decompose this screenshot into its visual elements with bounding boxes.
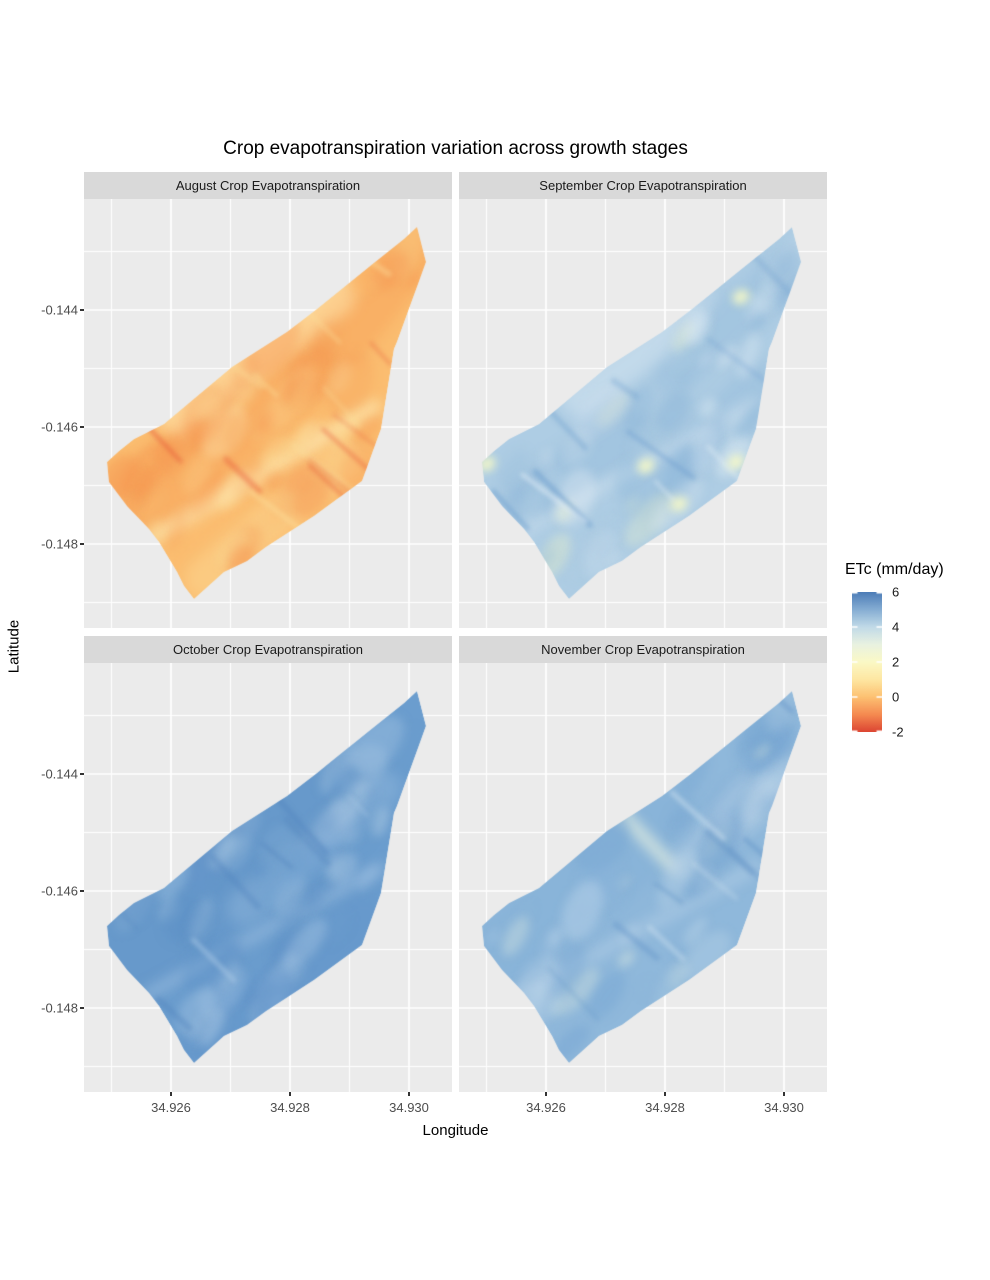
legend-colorbar [852,592,882,732]
facet-map-november [459,663,827,1092]
y-tick-label: -0.146 [41,419,78,435]
facet-panel-october [84,663,452,1092]
y-tick-mark [80,1007,84,1009]
x-tick-mark [783,1092,785,1096]
y-tick-mark [80,426,84,428]
y-tick-mark [80,543,84,545]
x-tick-label: 34.930 [764,1100,804,1115]
y-tick-mark [80,890,84,892]
facet-strip-label: November Crop Evapotranspiration [541,642,745,657]
x-tick-mark [664,1092,666,1096]
legend-tick-label: 0 [892,689,900,705]
x-tick-mark [170,1092,172,1096]
facet-panel-august [84,199,452,628]
y-tick-label: -0.144 [41,766,78,782]
facet-strip-november: November Crop Evapotranspiration [459,636,827,663]
legend-title: ETc (mm/day) [845,561,944,578]
facet-map-october [84,663,452,1092]
legend-tick-label: 4 [892,619,900,635]
facet-panel-november [459,663,827,1092]
facet-strip-label: October Crop Evapotranspiration [172,642,364,657]
facet-map-august [84,199,452,628]
y-tick-mark [80,773,84,775]
facet-map-september [459,199,827,628]
legend: ETc (mm/day) 6 4 2 0 -2 [845,561,990,746]
y-tick-label: -0.148 [41,536,78,552]
y-tick-label: -0.144 [41,302,78,318]
x-axis-title: Longitude [422,1122,489,1139]
x-tick-mark [408,1092,410,1096]
x-tick-label: 34.928 [645,1100,685,1115]
y-tick-mark [80,309,84,311]
legend-tick-label: -2 [892,724,904,740]
y-tick-label: -0.148 [41,1000,78,1016]
facet-strip-september: September Crop Evapotranspiration [459,172,827,199]
facet-strip-label: September Crop Evapotranspiration [539,178,747,193]
x-tick-label: 34.928 [270,1100,310,1115]
legend-tick-label: 6 [892,584,900,600]
y-axis-title: Latitude [5,619,23,674]
x-tick-label: 34.930 [389,1100,429,1115]
legend-tick-label: 2 [892,654,900,670]
x-tick-mark [545,1092,547,1096]
facet-strip-august: August Crop Evapotranspiration [84,172,452,199]
facet-panel-september [459,199,827,628]
x-tick-label: 34.926 [526,1100,566,1115]
x-tick-mark [289,1092,291,1096]
facet-strip-october: October Crop Evapotranspiration [84,636,452,663]
chart-title: Crop evapotranspiration variation across… [223,138,688,159]
facet-strip-label: August Crop Evapotranspiration [175,178,361,193]
x-tick-label: 34.926 [151,1100,191,1115]
y-tick-label: -0.146 [41,883,78,899]
